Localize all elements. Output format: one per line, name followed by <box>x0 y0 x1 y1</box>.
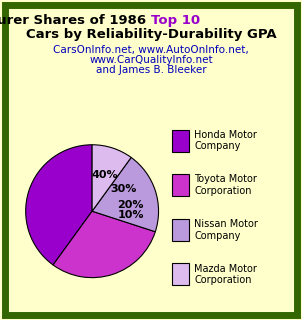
Text: 30%: 30% <box>111 184 137 194</box>
Text: Toyota Motor
Corporation: Toyota Motor Corporation <box>194 174 257 196</box>
Text: 40%: 40% <box>92 170 119 180</box>
Wedge shape <box>92 157 159 232</box>
Wedge shape <box>92 145 131 211</box>
Text: CarsOnInfo.net, www.AutoOnInfo.net,: CarsOnInfo.net, www.AutoOnInfo.net, <box>53 45 249 55</box>
Bar <box>172 130 189 152</box>
Text: Nissan Motor
Company: Nissan Motor Company <box>194 219 259 241</box>
Text: Mazda Motor
Corporation: Mazda Motor Corporation <box>194 263 257 285</box>
Wedge shape <box>53 211 155 278</box>
Text: Top 10: Top 10 <box>151 14 200 28</box>
Wedge shape <box>26 145 92 265</box>
Bar <box>172 263 189 285</box>
Text: and James B. Bleeker: and James B. Bleeker <box>96 65 206 75</box>
Bar <box>172 174 189 196</box>
Text: 10%: 10% <box>117 210 144 220</box>
Text: Honda Motor
Company: Honda Motor Company <box>194 130 257 151</box>
Text: 20%: 20% <box>117 199 143 210</box>
Bar <box>172 219 189 241</box>
Text: Cars by Reliability-Durability GPA: Cars by Reliability-Durability GPA <box>26 28 276 41</box>
Text: Manufacturer Shares of 1986: Manufacturer Shares of 1986 <box>0 14 151 28</box>
Text: www.CarQualityInfo.net: www.CarQualityInfo.net <box>89 55 213 65</box>
